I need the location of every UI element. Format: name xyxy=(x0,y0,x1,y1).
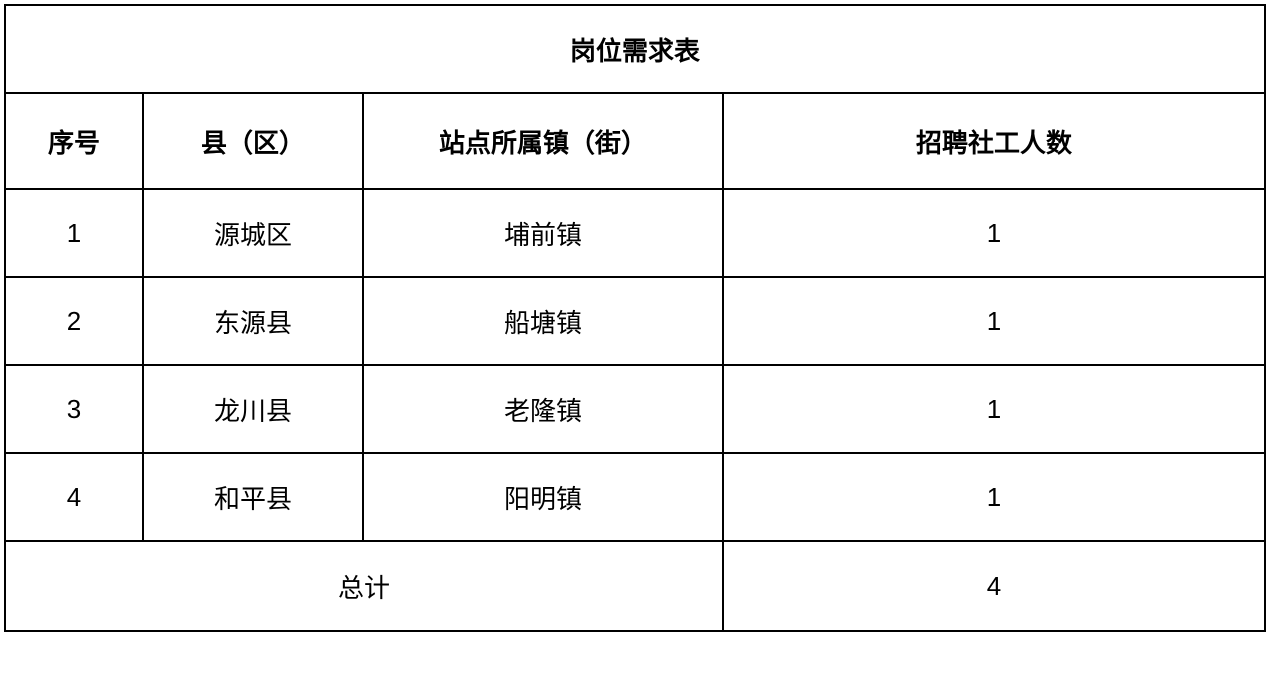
cell-county: 和平县 xyxy=(143,453,363,541)
header-row: 序号 县（区） 站点所属镇（街） 招聘社工人数 xyxy=(5,93,1265,189)
cell-county: 龙川县 xyxy=(143,365,363,453)
cell-count: 1 xyxy=(723,277,1265,365)
cell-town: 船塘镇 xyxy=(363,277,723,365)
table-row: 1 源城区 埔前镇 1 xyxy=(5,189,1265,277)
cell-town: 阳明镇 xyxy=(363,453,723,541)
cell-count: 1 xyxy=(723,189,1265,277)
cell-count: 1 xyxy=(723,453,1265,541)
cell-county: 源城区 xyxy=(143,189,363,277)
table-row: 4 和平县 阳明镇 1 xyxy=(5,453,1265,541)
total-value: 4 xyxy=(723,541,1265,631)
total-row: 总计 4 xyxy=(5,541,1265,631)
table-row: 2 东源县 船塘镇 1 xyxy=(5,277,1265,365)
cell-seq: 3 xyxy=(5,365,143,453)
total-label: 总计 xyxy=(5,541,723,631)
cell-seq: 2 xyxy=(5,277,143,365)
table-row: 3 龙川县 老隆镇 1 xyxy=(5,365,1265,453)
cell-count: 1 xyxy=(723,365,1265,453)
header-seq: 序号 xyxy=(5,93,143,189)
header-town: 站点所属镇（街） xyxy=(363,93,723,189)
header-count: 招聘社工人数 xyxy=(723,93,1265,189)
cell-town: 埔前镇 xyxy=(363,189,723,277)
cell-seq: 4 xyxy=(5,453,143,541)
cell-seq: 1 xyxy=(5,189,143,277)
cell-county: 东源县 xyxy=(143,277,363,365)
table-title: 岗位需求表 xyxy=(5,5,1265,93)
cell-town: 老隆镇 xyxy=(363,365,723,453)
header-county: 县（区） xyxy=(143,93,363,189)
job-requirements-table: 岗位需求表 序号 县（区） 站点所属镇（街） 招聘社工人数 1 源城区 埔前镇 … xyxy=(4,4,1266,632)
title-row: 岗位需求表 xyxy=(5,5,1265,93)
